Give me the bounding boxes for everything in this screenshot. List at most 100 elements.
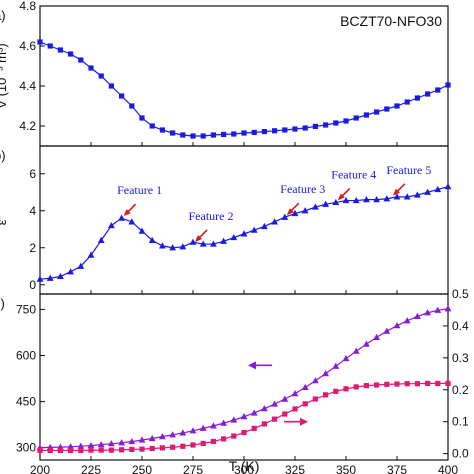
data-point	[312, 123, 318, 129]
feature-label: Feature 2	[189, 209, 234, 223]
data-point	[312, 377, 319, 384]
data-point	[292, 406, 298, 412]
data-point	[291, 209, 299, 217]
data-point	[179, 429, 187, 436]
y-tick-label: 4	[29, 204, 36, 218]
data-point	[148, 236, 156, 243]
data-point	[444, 183, 452, 190]
data-point	[98, 447, 104, 453]
data-point	[129, 446, 135, 453]
data-point	[138, 436, 146, 443]
data-point	[445, 380, 451, 386]
data-point	[424, 309, 431, 316]
data-point	[179, 243, 187, 250]
y-tick-label: 6	[29, 167, 36, 181]
data-point	[170, 444, 176, 450]
data-point	[425, 91, 431, 97]
data-point	[200, 440, 206, 446]
data-point	[291, 390, 299, 397]
data-point	[189, 427, 197, 434]
data-point	[414, 95, 420, 101]
data-point	[363, 196, 370, 203]
data-point	[271, 218, 278, 225]
data-point	[118, 214, 125, 221]
panel-c: c) 300 450 600 750 0.0 0.1 0.2 0.3 0.4 0.5 200 225 25…	[0, 287, 469, 474]
data-point	[312, 396, 318, 402]
data-point	[404, 99, 410, 105]
data-point	[37, 39, 43, 45]
data-point	[47, 447, 53, 454]
y-tick-label: 300	[16, 441, 36, 455]
data-point	[403, 193, 411, 200]
data-point	[77, 442, 85, 449]
data-point	[169, 244, 176, 251]
feature-label: Feature 4	[331, 167, 376, 181]
data-point	[180, 443, 186, 449]
data-point	[272, 416, 278, 422]
data-point	[119, 447, 125, 453]
data-point	[210, 132, 216, 138]
data-point	[342, 354, 350, 362]
panel-b: b) 0 2 4 6 ε″ Feature 1 Feature 2 Feature 3 Featu…	[0, 145, 452, 295]
x-tick-label: 400	[438, 463, 458, 474]
data-point	[281, 395, 289, 402]
data-point	[240, 230, 248, 237]
data-point	[393, 322, 401, 329]
data-point	[210, 422, 217, 429]
data-point	[221, 436, 227, 442]
data-point	[373, 196, 380, 203]
data-point	[190, 133, 196, 139]
data-point	[353, 115, 359, 121]
y-axis-label: ε″	[0, 214, 9, 225]
data-point	[149, 445, 155, 452]
panel-letter: c)	[0, 296, 5, 311]
y2-tick-label: 0.5	[452, 287, 469, 301]
data-point	[434, 185, 442, 193]
data-point	[67, 268, 74, 275]
data-point	[57, 447, 63, 454]
data-point	[333, 120, 339, 126]
x-tick-label: 300	[234, 463, 254, 474]
data-point	[333, 388, 339, 394]
data-point	[231, 433, 237, 439]
data-point	[425, 380, 431, 386]
data-point	[200, 133, 206, 139]
data-point	[128, 218, 136, 225]
data-point	[97, 441, 105, 448]
data-point	[159, 127, 165, 133]
data-point	[343, 386, 349, 392]
data-point	[353, 384, 359, 390]
y-tick-label: 4.4	[19, 79, 36, 93]
data-point	[231, 131, 237, 137]
data-point	[445, 82, 451, 88]
data-point	[322, 200, 329, 207]
data-point	[129, 103, 135, 109]
data-point	[261, 222, 268, 230]
series-annotation: BCZT70-NFO30	[340, 13, 442, 29]
data-point	[251, 129, 257, 135]
x-tick-label: 250	[132, 463, 152, 474]
data-point	[332, 198, 340, 206]
y-tick-label: 600	[16, 348, 36, 362]
data-point	[363, 340, 370, 347]
data-point	[199, 424, 207, 431]
data-point	[332, 362, 340, 369]
data-point	[384, 106, 390, 112]
data-point	[169, 431, 176, 438]
feature-arrowhead	[123, 209, 131, 217]
data-point	[240, 413, 248, 420]
x-axis-label: T (K)	[229, 458, 260, 474]
data-point	[88, 65, 94, 71]
feature-label: Feature 5	[386, 163, 431, 177]
data-point	[88, 447, 94, 453]
data-point	[261, 421, 267, 427]
data-point	[170, 130, 176, 136]
data-point	[250, 226, 258, 233]
data-point	[414, 191, 421, 198]
data-point	[250, 409, 258, 416]
data-point	[363, 383, 369, 389]
panel-letter: b)	[0, 148, 6, 163]
panel-a: a) 4.2 4.4 4.6 4.8 V (10⁻³ m³) BCZT70-NFO30	[0, 0, 451, 147]
y-tick-label: 0	[29, 278, 36, 292]
data-point	[47, 43, 53, 49]
